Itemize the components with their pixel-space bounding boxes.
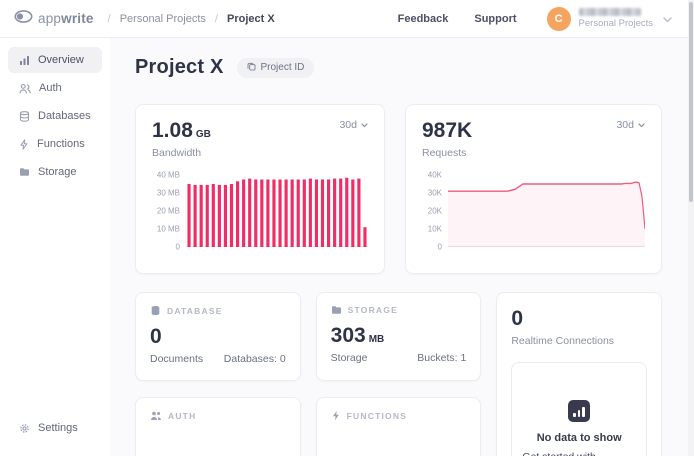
databases-count: Databases: 0 xyxy=(223,353,286,365)
storage-label: Storage xyxy=(330,352,368,364)
requests-value: 987K xyxy=(422,119,473,142)
sidebar-item-functions[interactable]: Functions xyxy=(8,131,102,157)
sidebar-item-storage[interactable]: Storage xyxy=(8,159,102,185)
functions-card-header: FUNCTIONS xyxy=(346,410,408,421)
chevron-down-icon xyxy=(361,119,368,131)
user-name-redacted xyxy=(578,8,641,16)
sidebar-item-label: Auth xyxy=(39,82,62,94)
documents-label: Documents xyxy=(150,353,204,365)
bandwidth-value: 1.08 GB xyxy=(152,119,211,142)
storage-card: STORAGE 303 MB Storage Buckets: 1 xyxy=(315,292,482,381)
bandwidth-range-dropdown[interactable]: 30d xyxy=(339,119,368,131)
chevron-down-icon xyxy=(663,10,672,28)
user-org-label: Personal Projects xyxy=(578,18,653,29)
buckets-count: Buckets: 1 xyxy=(417,352,467,364)
database-card-header: DATABASE xyxy=(167,305,223,316)
requests-range-dropdown[interactable]: 30d xyxy=(616,119,645,131)
gear-icon xyxy=(19,423,30,434)
sidebar-item-overview[interactable]: Overview xyxy=(8,47,102,73)
lightning-icon xyxy=(19,138,29,150)
vertical-scrollbar[interactable] xyxy=(688,0,694,456)
topbar: appwrite / Personal Projects / Project X… xyxy=(0,0,694,38)
bandwidth-chart: 40 MB 30 MB 20 MB 10 MB 0 xyxy=(152,170,368,252)
sidebar-item-label: Overview xyxy=(38,54,84,66)
auth-card: AUTH xyxy=(135,397,301,456)
no-data-label: No data to show xyxy=(536,431,622,444)
functions-card: FUNCTIONS xyxy=(315,397,482,456)
page-title: Project X xyxy=(135,56,224,78)
realtime-card: 0 Realtime Connections No data to show G… xyxy=(496,292,662,456)
project-id-badge[interactable]: Project ID xyxy=(236,57,315,78)
requests-card: 987K Requests 30d 40K 30K 20K 10K 0 xyxy=(405,104,662,274)
sidebar-item-databases[interactable]: Databases xyxy=(8,103,102,129)
sidebar-item-label: Storage xyxy=(38,166,77,178)
breadcrumb: / Personal Projects / Project X xyxy=(108,13,275,25)
bandwidth-chart-yaxis: 40 MB 30 MB 20 MB 10 MB 0 xyxy=(156,170,180,252)
database-card: DATABASE 0 Documents Databases: 0 xyxy=(135,292,301,381)
main-content: Project X Project ID 1.08 GB Bandwidth xyxy=(110,38,694,456)
get-started-realtime-link[interactable]: Get started with Realtime xyxy=(522,451,636,456)
users-icon xyxy=(19,83,31,94)
mini-bar-chart-icon xyxy=(568,399,591,422)
user-menu[interactable]: C Personal Projects xyxy=(546,6,672,31)
documents-count: 0 xyxy=(150,325,162,348)
feedback-link[interactable]: Feedback xyxy=(397,12,449,25)
appwrite-logo-text: appwrite xyxy=(38,11,94,26)
auth-card-header: AUTH xyxy=(168,410,197,421)
chevron-down-icon xyxy=(638,119,645,131)
scrollbar-thumb[interactable] xyxy=(689,2,693,202)
realtime-connections-label: Realtime Connections xyxy=(511,335,615,347)
folder-icon xyxy=(331,305,342,315)
realtime-empty-state: No data to show Get started with Realtim… xyxy=(511,362,647,456)
sidebar-item-label: Functions xyxy=(37,138,85,150)
bandwidth-label: Bandwidth xyxy=(152,147,202,159)
appwrite-logo[interactable]: appwrite xyxy=(14,9,94,28)
folder-icon xyxy=(19,167,30,177)
project-id-badge-label: Project ID xyxy=(260,62,305,73)
breadcrumb-separator: / xyxy=(107,12,111,25)
bar-chart-icon xyxy=(19,55,30,66)
breadcrumb-project-x[interactable]: Project X xyxy=(226,12,275,25)
id-icon xyxy=(246,62,256,74)
appwrite-logo-icon xyxy=(14,9,33,28)
storage-card-header: STORAGE xyxy=(347,305,398,315)
storage-value: 303 MB xyxy=(330,324,385,347)
requests-label: Requests xyxy=(422,147,467,159)
lightning-icon xyxy=(331,410,341,421)
users-icon xyxy=(150,410,162,421)
sidebar-item-auth[interactable]: Auth xyxy=(8,75,102,101)
sidebar-item-settings[interactable]: Settings xyxy=(8,415,102,441)
support-link[interactable]: Support xyxy=(474,12,517,25)
breadcrumb-separator: / xyxy=(214,12,218,25)
requests-line-chart xyxy=(448,181,645,247)
sidebar-item-label: Databases xyxy=(38,110,91,122)
sidebar: Overview Auth Databases Functions xyxy=(0,38,110,456)
bandwidth-card: 1.08 GB Bandwidth 30d 40 MB 30 MB 20 MB 10 M… xyxy=(135,104,385,274)
sidebar-item-label: Settings xyxy=(38,422,78,434)
bandwidth-bar-chart xyxy=(186,177,368,247)
requests-chart: 40K 30K 20K 10K 0 xyxy=(422,170,645,252)
database-icon xyxy=(19,110,30,122)
database-icon xyxy=(150,305,161,316)
realtime-connections-count: 0 xyxy=(511,307,524,330)
avatar: C xyxy=(546,6,571,31)
breadcrumb-personal-projects[interactable]: Personal Projects xyxy=(119,12,206,25)
requests-chart-yaxis: 40K 30K 20K 10K 0 xyxy=(427,170,442,252)
